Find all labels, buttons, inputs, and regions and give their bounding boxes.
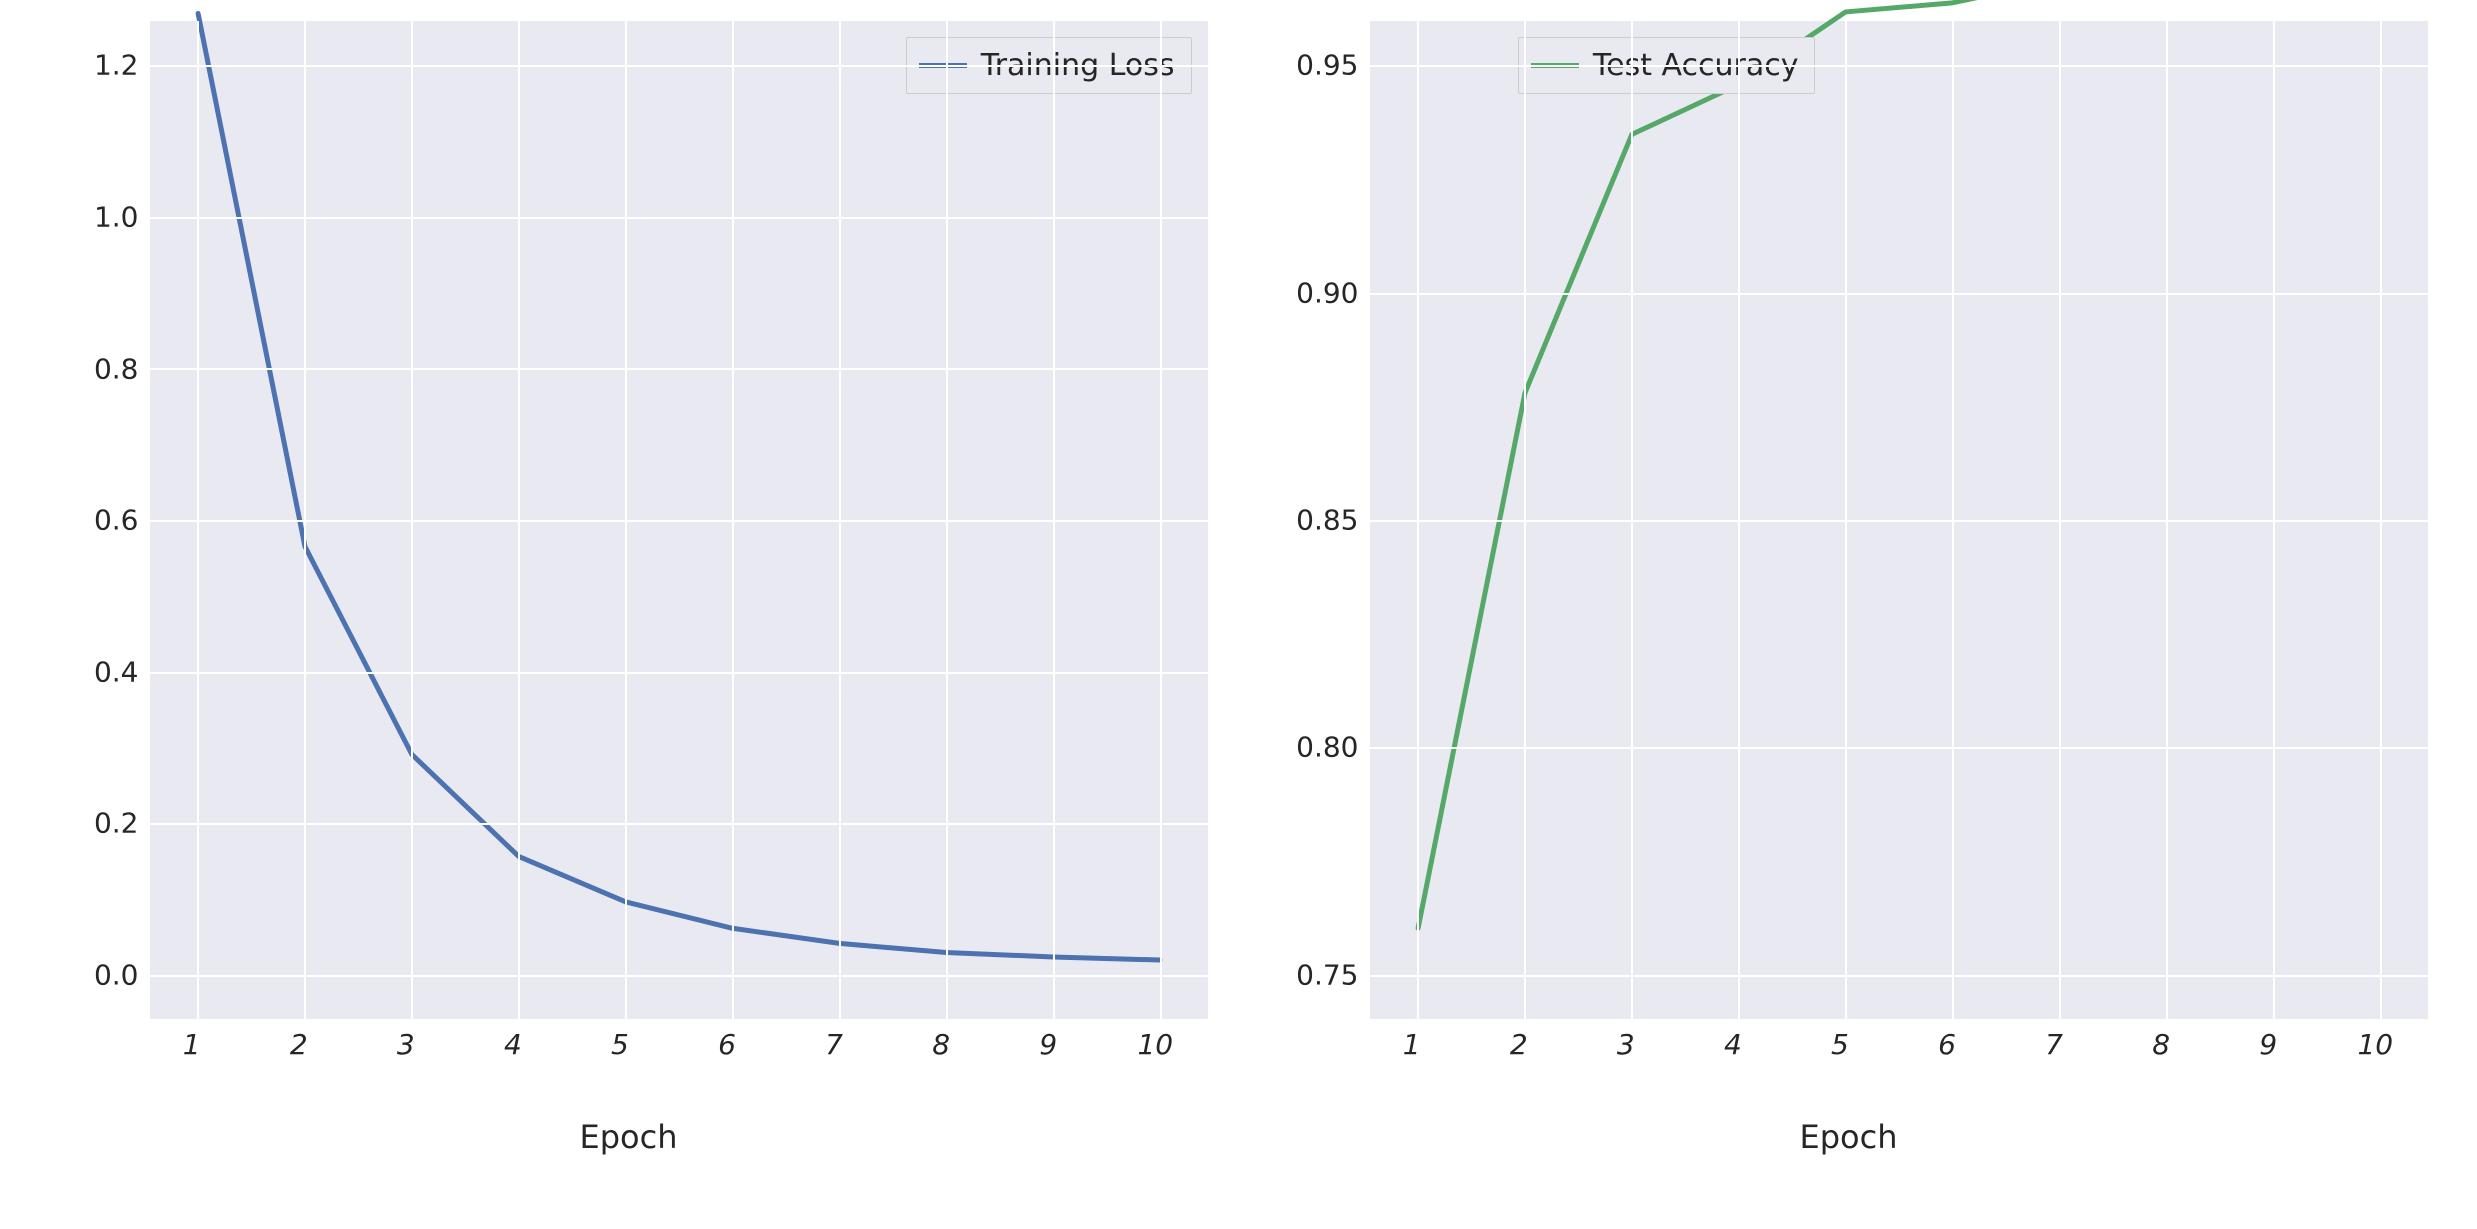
y-axis-right: 0.75 0.80 0.85 0.90 0.95 xyxy=(1269,20,1369,1020)
grid-line-h xyxy=(1370,747,2428,749)
x-tick-label: 3 xyxy=(397,1028,415,1061)
grid-line-v xyxy=(839,21,841,1019)
grid-line-h xyxy=(1370,975,2428,977)
grid-line-v xyxy=(625,21,627,1019)
plot-row-left: 0.0 0.2 0.4 0.6 0.8 1.0 1.2 Training Loss xyxy=(49,20,1209,1020)
grid-line-v xyxy=(518,21,520,1019)
x-tick-label: 9 xyxy=(1039,1028,1057,1061)
grid-line-v xyxy=(1417,21,1419,1019)
grid-line-v xyxy=(1631,21,1633,1019)
y-tick-label: 0.0 xyxy=(94,958,139,991)
y-tick-label: 0.6 xyxy=(94,504,139,537)
grid-line-v xyxy=(946,21,948,1019)
y-tick-label: 0.75 xyxy=(1296,958,1358,991)
grid-line-v xyxy=(2273,21,2275,1019)
x-tick-label: 10 xyxy=(1137,1028,1173,1061)
x-tick-label: 1 xyxy=(183,1028,201,1061)
y-axis-left: 0.0 0.2 0.4 0.6 0.8 1.0 1.2 xyxy=(49,20,149,1020)
grid-line-v xyxy=(1845,21,1847,1019)
x-tick-label: 2 xyxy=(1510,1028,1528,1061)
grid-line-v xyxy=(197,21,199,1019)
grid-line-h xyxy=(150,672,1208,674)
y-tick-label: 0.8 xyxy=(94,352,139,385)
grid-line-v xyxy=(1053,21,1055,1019)
y-tick-label: 0.95 xyxy=(1296,49,1358,82)
grid-line-h xyxy=(150,217,1208,219)
grid-line-h xyxy=(150,975,1208,977)
grid-line-h xyxy=(1370,65,2428,67)
x-tick-label: 4 xyxy=(504,1028,522,1061)
data-line xyxy=(198,13,1160,960)
plot-row-right: 0.75 0.80 0.85 0.90 0.95 Test Accuracy xyxy=(1269,20,2429,1020)
grid-line-v xyxy=(411,21,413,1019)
x-tick-label: 2 xyxy=(290,1028,308,1061)
plot-area-right: Test Accuracy xyxy=(1369,20,2429,1020)
x-tick-label: 7 xyxy=(2045,1028,2063,1061)
grid-line-v xyxy=(732,21,734,1019)
plot-area-left: Training Loss xyxy=(149,20,1209,1020)
y-tick-label: 0.4 xyxy=(94,655,139,688)
grid-line-v xyxy=(2166,21,2168,1019)
y-tick-label: 0.2 xyxy=(94,807,139,840)
x-tick-label: 6 xyxy=(1938,1028,1956,1061)
x-tick-label: 5 xyxy=(1831,1028,1849,1061)
y-tick-label: 1.0 xyxy=(94,200,139,233)
x-axis-left: 1 2 3 4 5 6 7 8 9 10 xyxy=(144,1020,1204,1070)
grid-line-h xyxy=(150,65,1208,67)
data-line xyxy=(1418,0,2380,928)
x-axis-right: 1 2 3 4 5 6 7 8 9 10 xyxy=(1364,1020,2424,1070)
x-tick-label: 10 xyxy=(2357,1028,2393,1061)
y-tick-label: 0.85 xyxy=(1296,504,1358,537)
x-label-left: Epoch xyxy=(580,1118,678,1156)
x-tick-label: 4 xyxy=(1724,1028,1742,1061)
y-tick-label: 0.80 xyxy=(1296,731,1358,764)
grid-line-h xyxy=(150,823,1208,825)
x-tick-label: 1 xyxy=(1403,1028,1421,1061)
x-tick-label: 8 xyxy=(2152,1028,2170,1061)
grid-line-h xyxy=(150,368,1208,370)
y-tick-label: 0.90 xyxy=(1296,276,1358,309)
grid-line-h xyxy=(1370,520,2428,522)
grid-line-v xyxy=(1524,21,1526,1019)
grid-line-v xyxy=(2380,21,2382,1019)
y-tick-label: 1.2 xyxy=(94,49,139,82)
grid-line-v xyxy=(1952,21,1954,1019)
figure-container: 0.0 0.2 0.4 0.6 0.8 1.0 1.2 Training Loss 1 2 3 4… xyxy=(0,0,2477,1176)
x-label-right: Epoch xyxy=(1800,1118,1898,1156)
grid-line-v xyxy=(304,21,306,1019)
x-tick-label: 6 xyxy=(718,1028,736,1061)
x-tick-label: 8 xyxy=(932,1028,950,1061)
grid-line-v xyxy=(1160,21,1162,1019)
test-accuracy-subplot: 0.75 0.80 0.85 0.90 0.95 Test Accuracy 1 2 3 4 5… xyxy=(1269,20,2429,1156)
training-loss-subplot: 0.0 0.2 0.4 0.6 0.8 1.0 1.2 Training Loss 1 2 3 4… xyxy=(49,20,1209,1156)
x-tick-label: 9 xyxy=(2259,1028,2277,1061)
x-tick-label: 7 xyxy=(825,1028,843,1061)
grid-line-v xyxy=(1738,21,1740,1019)
grid-line-h xyxy=(1370,293,2428,295)
x-tick-label: 3 xyxy=(1617,1028,1635,1061)
grid-line-h xyxy=(150,520,1208,522)
grid-line-v xyxy=(2059,21,2061,1019)
x-tick-label: 5 xyxy=(611,1028,629,1061)
